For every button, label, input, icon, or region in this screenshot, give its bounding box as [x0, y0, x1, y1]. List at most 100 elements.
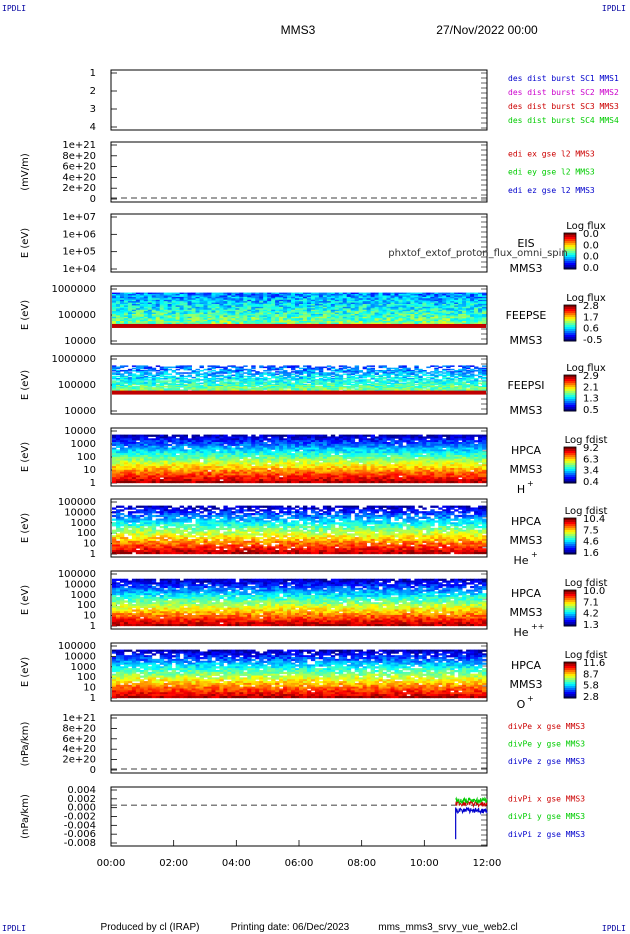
spectrogram-cell: [239, 306, 244, 309]
spectrogram-cell: [147, 308, 153, 311]
spectrogram-cell: [215, 309, 220, 312]
spectrogram-cell: [314, 302, 320, 305]
spectrogram-cell: [275, 301, 280, 303]
y-axis-label: E (eV): [20, 370, 31, 400]
spectrogram-cell: [203, 301, 208, 303]
spectrogram-cell: [179, 316, 185, 319]
spectrogram-cell: [179, 386, 185, 388]
spectrogram-cell: [267, 311, 272, 313]
colorbar-step: [564, 315, 576, 318]
spectrogram-cell: [135, 295, 141, 298]
spectrogram-cell: [187, 304, 192, 306]
spectrogram-cell: [374, 373, 379, 375]
spectrogram-cell: [231, 309, 236, 312]
spectrogram-cell: [259, 304, 264, 306]
spectrogram-cell: [259, 312, 264, 315]
spectrogram-cell: [366, 375, 372, 378]
spectrogram-cell: [283, 302, 288, 305]
spectrogram-cell: [203, 318, 208, 321]
spectrogram-cell: [239, 296, 244, 299]
spectrogram-cell: [259, 313, 264, 316]
spectrogram-cell: [302, 315, 308, 318]
spectrogram-cell: [243, 322, 248, 325]
spectrogram-cell: [219, 318, 224, 321]
spectrogram-cell: [179, 305, 185, 308]
spectrogram-cell: [235, 319, 240, 322]
colorbar-step: [564, 409, 576, 412]
spectrogram-cell: [275, 321, 280, 323]
colorbar-title: Log flux: [566, 293, 606, 304]
spectrogram-cell: [223, 301, 228, 303]
colorbar-tick-label: 0.0: [583, 252, 599, 263]
spectrogram-cell: [199, 313, 204, 316]
spectrogram-cell: [119, 311, 125, 313]
spectrogram-cell: [247, 315, 252, 318]
spectrogram-cell: [159, 305, 165, 308]
spectrogram-cell: [211, 306, 216, 309]
spectrogram-cell: [251, 322, 256, 325]
spectrogram-cell: [251, 318, 256, 321]
spectrogram-cell: [147, 322, 153, 325]
colorbar-step: [564, 608, 576, 611]
spectrogram-cell: [295, 306, 300, 309]
spectrogram-cell: [179, 302, 185, 305]
spectrogram-cell: [147, 298, 153, 301]
spectrogram-cell: [271, 312, 276, 315]
spectrogram-cell: [283, 308, 288, 311]
spectrogram-cell: [235, 299, 240, 302]
y-tick-label: 0.000: [67, 803, 96, 814]
spectrogram-cell: [127, 321, 133, 323]
spectrogram-cell: [235, 316, 240, 319]
spectrogram-cell: [171, 292, 177, 295]
spectrogram-cell: [199, 311, 204, 313]
spectrogram-cell: [131, 292, 137, 295]
colorbar-step: [564, 457, 576, 460]
spectrogram-cell: [123, 301, 129, 303]
spectrogram-cell: [171, 319, 177, 322]
spectrogram-cell: [119, 305, 125, 308]
spectrogram-cell: [295, 308, 300, 311]
spectrogram-cell: [147, 301, 153, 303]
spectrogram-cell: [299, 315, 304, 318]
spectrogram-cell: [147, 374, 153, 377]
spectrogram-cell: [131, 295, 137, 298]
spectrogram-cell: [203, 306, 208, 309]
spectrogram-cell: [171, 318, 177, 321]
colorbar-step: [564, 319, 576, 322]
spectrogram-cell: [322, 376, 328, 379]
spectrogram-cell: [235, 295, 240, 298]
spectrogram-cell: [478, 380, 483, 382]
spectrogram-cell: [322, 366, 328, 369]
spectrogram-cell: [135, 316, 141, 319]
spectrogram-cell: [247, 319, 252, 322]
spectrogram-cell: [207, 305, 212, 308]
colorbar-tick-label: 5.8: [583, 681, 599, 692]
spectrogram-cell: [259, 305, 264, 308]
spectrogram-cell: [115, 309, 121, 312]
spectrogram-cell: [155, 374, 161, 377]
spectrogram-cell: [239, 322, 244, 325]
spectrogram-cell: [127, 315, 133, 318]
spectrogram-cell: [310, 302, 316, 305]
spectrogram-cell: [163, 378, 169, 380]
spectrogram-cell: [291, 294, 296, 296]
spectrogram-cell: [223, 319, 228, 322]
spectrogram-cell: [215, 311, 220, 313]
spectrogram-cell: [171, 301, 177, 303]
spectrogram-cell: [398, 380, 403, 382]
spectrogram-cell: [438, 374, 443, 377]
corner-label-top-right: IPDLI: [601, 4, 626, 13]
y-axis-label: E (eV): [20, 228, 31, 258]
spectrogram-cell: [115, 306, 121, 309]
spectrogram-cell: [155, 369, 161, 372]
spectrogram-cell: [330, 369, 336, 372]
spectrogram-cell: [195, 298, 200, 301]
spectrogram-cell: [163, 306, 169, 309]
spectrogram-cell: [147, 318, 153, 321]
spectrogram-cell: [155, 313, 161, 316]
spectrogram-cell: [207, 299, 212, 302]
spectrogram-cell: [422, 387, 427, 389]
spectrogram-cell: [219, 477, 224, 480]
spectrogram-cell: [414, 383, 419, 386]
colorbar-step: [564, 670, 576, 673]
